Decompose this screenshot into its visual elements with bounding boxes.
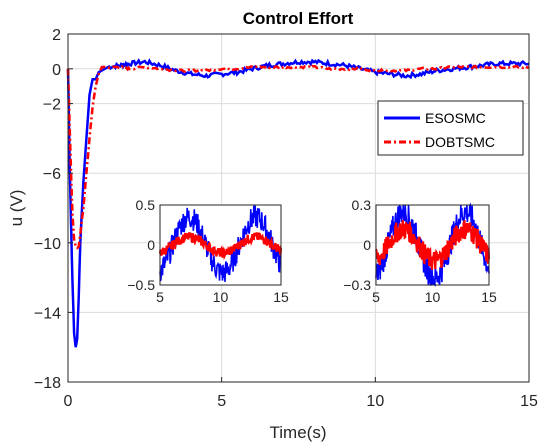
inset-1-x-tick-label: 10 (213, 289, 229, 305)
x-axis-label: Time(s) (270, 423, 327, 442)
inset-1-y-tick-label: −0.5 (127, 277, 155, 293)
x-tick-label: 15 (520, 393, 538, 410)
y-tick-label: −18 (34, 375, 61, 392)
legend-box (377, 100, 524, 156)
inset-1-frame (159, 204, 282, 286)
y-axis-label: u (V) (7, 190, 26, 227)
chart-title: Control Effort (243, 9, 354, 28)
x-tick-label: 10 (366, 393, 384, 410)
inset-1-x-tick-label: 15 (273, 289, 289, 305)
inset-2-y-tick-label: −0.3 (343, 277, 371, 293)
inset-2: 5 10 15 0.3 0 −0.3 (343, 197, 497, 305)
inset-1-y-tick-label: 0.5 (136, 197, 156, 213)
inset-1: 5 10 15 0.5 0 −0.5 (127, 197, 289, 305)
y-tick-label: 2 (52, 27, 61, 44)
main-x-tick-labels: 0 5 10 15 (64, 377, 538, 410)
legend-label-dobtsmc: DOBTSMC (425, 134, 495, 150)
y-tick-label: −6 (43, 166, 61, 183)
inset-2-x-tick-label: 10 (425, 289, 441, 305)
inset-1-series-esosmc (159, 205, 282, 282)
y-tick-label: −14 (34, 305, 61, 322)
y-tick-label: 0 (52, 62, 61, 79)
main-y-tick-labels: 2 0 −2 −6 −10 −14 −18 (34, 27, 73, 392)
series-line-dobtsmc (66, 64, 530, 250)
main-series-lines (66, 58, 530, 348)
y-tick-label: −2 (43, 97, 61, 114)
inset-2-series-dobtsmc (375, 219, 491, 270)
legend: ESOSMC DOBTSMC (377, 100, 524, 156)
inset-2-x-tick-label: 15 (481, 289, 497, 305)
series-line-esosmc (66, 58, 530, 348)
inset-2-y-tick-label: 0 (363, 237, 371, 253)
inset-1-x-tick-label: 5 (156, 289, 164, 305)
inset-2-tick-labels: 5 10 15 0.3 0 −0.3 (343, 197, 497, 305)
y-tick-label: −10 (34, 236, 61, 253)
legend-label-esosmc: ESOSMC (425, 110, 486, 126)
x-tick-label: 0 (64, 393, 73, 410)
inset-2-y-tick-label: 0.3 (352, 197, 372, 213)
x-tick-label: 5 (217, 393, 226, 410)
inset-2-frame (375, 204, 490, 286)
inset-1-tick-labels: 5 10 15 0.5 0 −0.5 (127, 197, 289, 305)
inset-2-x-tick-label: 5 (372, 289, 380, 305)
inset-1-lines (158, 205, 283, 282)
inset-1-y-tick-label: 0 (147, 237, 155, 253)
main-plot-frame (67, 33, 530, 383)
inset-1-series-dobtsmc (158, 232, 283, 261)
